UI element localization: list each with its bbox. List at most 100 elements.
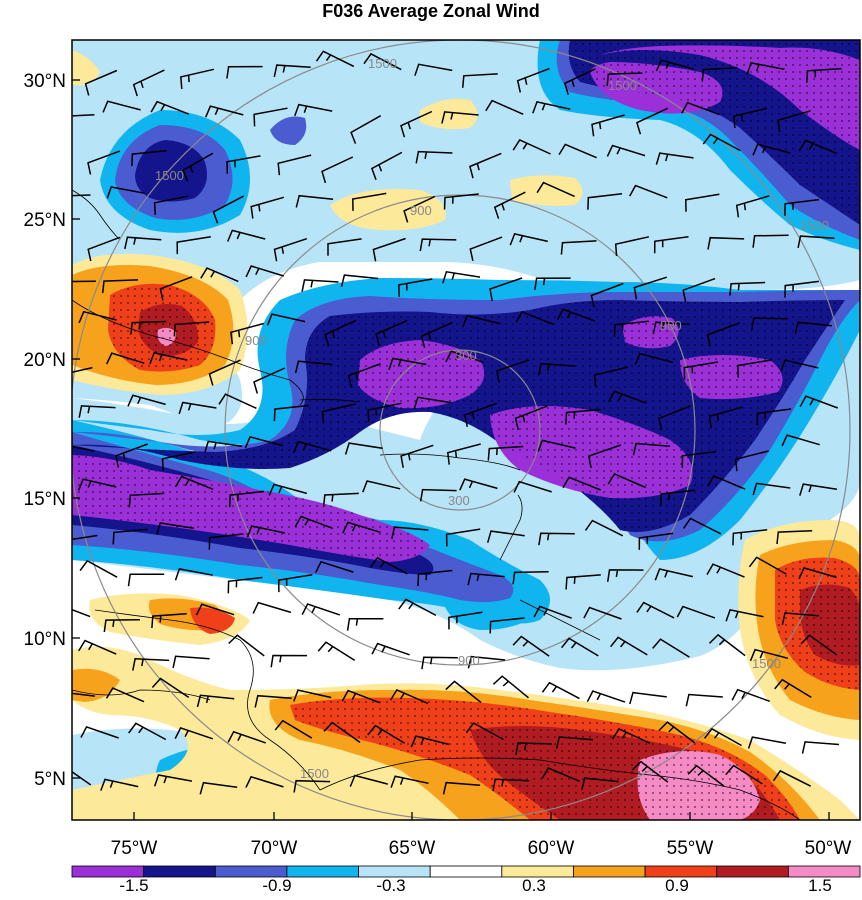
wind-barb (746, 62, 785, 75)
wind-barb (72, 280, 96, 283)
wind-barb (295, 194, 334, 208)
wind-barb (293, 689, 332, 702)
wind-barb (294, 360, 333, 374)
wind-barb (492, 675, 529, 699)
wind-barb (315, 50, 355, 68)
wind-barb (536, 181, 575, 198)
wind-barb (228, 490, 265, 508)
wind-barb (72, 770, 92, 786)
wind-barb (461, 73, 498, 88)
colorbar-swatch (143, 865, 216, 878)
contour-positive-light (510, 175, 583, 206)
wind-barb (732, 107, 768, 129)
wind-barb (441, 111, 479, 124)
wind-barb (342, 521, 381, 534)
wind-barb (367, 724, 405, 744)
wind-barb (106, 186, 145, 199)
wind-barb (204, 440, 243, 454)
wind-barb (195, 603, 235, 616)
wind-barb (442, 781, 481, 795)
wind-barb (321, 403, 356, 424)
wind-barb (245, 265, 284, 278)
wind-barb (676, 605, 716, 619)
ring-label: 300 (448, 493, 470, 508)
wind-barb (389, 688, 429, 705)
wind-barb (654, 568, 693, 581)
ring-label: 1500 (368, 56, 397, 71)
wind-barb (467, 572, 505, 586)
lon-tick-label: 50°W (805, 838, 852, 859)
wind-barb (124, 236, 162, 250)
map-title: F036 Average Zonal Wind (322, 1, 540, 21)
wind-barb (400, 110, 433, 138)
wind-barb (274, 719, 313, 739)
wind-barb (533, 605, 572, 619)
wind-barb (556, 308, 596, 322)
wind-barb (794, 321, 833, 334)
contour-positive-orange (72, 668, 120, 702)
wind-barb (153, 195, 189, 215)
wind-barb (607, 472, 646, 489)
wind-barb (683, 361, 719, 380)
axis-ticks (72, 79, 830, 820)
ring-label: 300 (455, 348, 477, 363)
wind-barb (246, 525, 286, 538)
wind-barb (78, 405, 116, 418)
wind-barb (514, 405, 548, 431)
wind-barb (443, 193, 479, 210)
wind-barb (682, 517, 722, 535)
colorbar-label: 0.3 (522, 876, 546, 895)
latitude-labels: 30°N 25°N 20°N 15°N 10°N 5°N (24, 71, 66, 790)
wind-barb (294, 515, 334, 530)
colorbar-label: 0.9 (665, 876, 689, 895)
contour-negative-dark (135, 140, 208, 202)
wind-barb (487, 445, 524, 461)
wind-barb (469, 236, 503, 261)
wind-barb (72, 445, 95, 452)
wind-barb (485, 99, 524, 115)
wind-barb (448, 611, 483, 630)
wind-barb (78, 639, 117, 655)
contour-positive-red (190, 607, 235, 634)
wind-barb (541, 767, 580, 782)
wind-barb (737, 359, 772, 378)
wind-barb (586, 690, 626, 703)
wind-barb (590, 282, 624, 308)
wind-barb (660, 489, 696, 506)
wind-barb (445, 528, 481, 547)
map-frame (71, 39, 861, 821)
wind-barb (112, 528, 148, 545)
wind-barb (87, 150, 121, 175)
colorbar-label: 1.5 (808, 876, 832, 895)
wind-barb (100, 778, 139, 791)
range-ring-300 (379, 349, 541, 511)
wind-barb (563, 68, 596, 96)
wind-barb (608, 390, 647, 404)
wind-barb (132, 69, 165, 97)
wind-barb (777, 110, 811, 133)
wind-barb (341, 689, 381, 704)
wind-barb (537, 439, 576, 452)
wind-barb (363, 52, 402, 71)
wind-barb (445, 680, 482, 704)
wind-barb (340, 274, 379, 287)
ring-label: 900 (410, 203, 432, 218)
wind-barb (752, 143, 791, 156)
wind-barb (558, 143, 597, 159)
lat-tick-label: 10°N (24, 629, 66, 650)
ring-label: 1500 (300, 766, 329, 781)
wind-barb (266, 313, 306, 326)
wind-barb (327, 238, 362, 256)
wind-barb (84, 69, 118, 96)
wind-barb (555, 736, 594, 749)
wind-barb (562, 476, 601, 491)
wind-barb (707, 236, 745, 250)
wind-barb (226, 155, 261, 174)
wind-barb (419, 238, 457, 252)
wind-barb (702, 133, 741, 152)
wind-barb (652, 321, 690, 335)
wind-barb (156, 522, 195, 535)
wind-barb (446, 443, 481, 465)
wind-barb (583, 606, 622, 620)
wind-barb (495, 359, 530, 383)
